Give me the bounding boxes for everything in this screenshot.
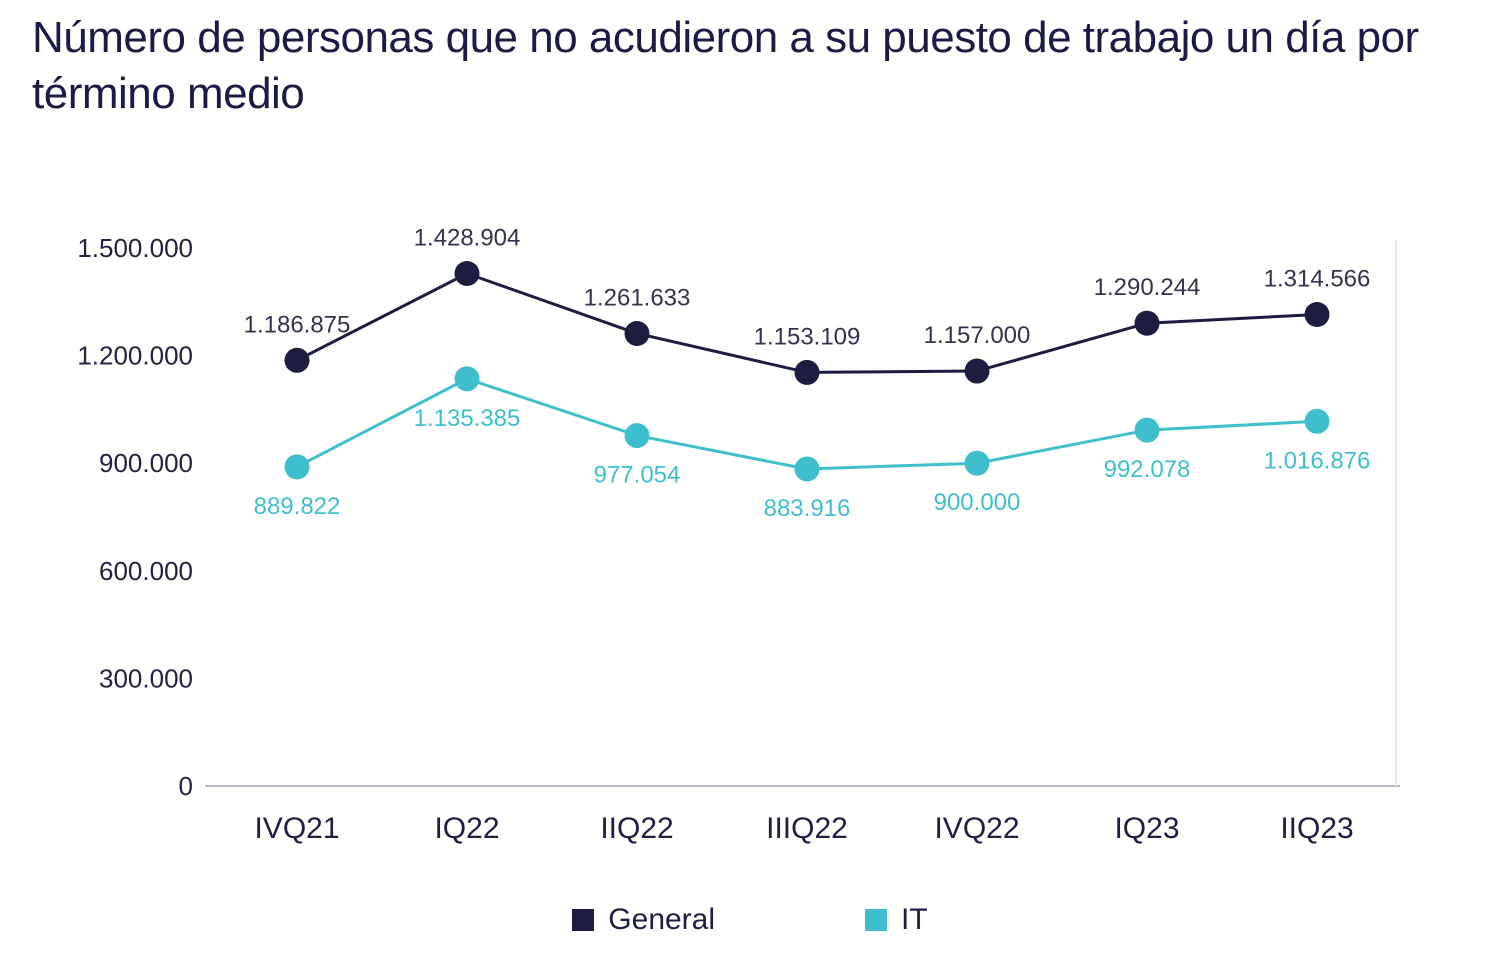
- legend: General IT: [0, 903, 1500, 937]
- data-label-general: 1.186.875: [244, 311, 351, 338]
- legend-label-general: General: [608, 903, 716, 936]
- y-axis-tick-label: 600.000: [99, 556, 193, 586]
- data-point-general: [454, 260, 480, 286]
- x-axis-category-label: IIQ23: [1280, 812, 1353, 845]
- data-label-general: 1.157.000: [924, 322, 1031, 349]
- legend-label-it: IT: [901, 903, 928, 936]
- legend-item-general: General: [572, 903, 715, 937]
- data-point-it: [964, 450, 990, 476]
- data-point-it: [794, 456, 820, 482]
- legend-item-it: IT: [865, 903, 928, 937]
- data-point-general: [1304, 302, 1330, 328]
- data-label-general: 1.153.109: [754, 323, 861, 350]
- data-point-it: [1134, 417, 1160, 443]
- data-point-it: [454, 366, 480, 392]
- y-axis-tick-label: 1.200.000: [77, 341, 193, 371]
- y-axis-tick-label: 300.000: [99, 663, 193, 693]
- data-label-it: 992.078: [1104, 456, 1191, 483]
- data-point-it: [1304, 408, 1330, 434]
- x-axis-category-label: IIIQ22: [766, 812, 848, 845]
- data-point-general: [624, 320, 650, 346]
- data-label-general: 1.290.244: [1094, 274, 1201, 301]
- data-label-it: 1.135.385: [414, 405, 521, 432]
- data-label-general: 1.428.904: [414, 224, 521, 251]
- x-axis-category-label: IVQ21: [254, 812, 339, 845]
- data-point-it: [624, 423, 650, 449]
- data-label-it: 889.822: [254, 493, 341, 520]
- legend-swatch-it: [865, 909, 888, 931]
- data-label-it: 900.000: [934, 489, 1021, 516]
- chart-title: Número de personas que no acudieron a su…: [32, 13, 1419, 119]
- data-label-general: 1.261.633: [584, 284, 691, 311]
- y-axis-tick-label: 1.500.000: [77, 233, 193, 263]
- y-axis-tick-label: 0: [179, 771, 193, 801]
- data-point-general: [964, 358, 990, 384]
- legend-swatch-general: [572, 909, 595, 931]
- data-point-general: [284, 347, 310, 373]
- data-point-it: [284, 454, 310, 480]
- y-axis-tick-label: 900.000: [99, 448, 193, 478]
- data-label-it: 1.016.876: [1264, 447, 1371, 474]
- data-label-it: 883.916: [764, 495, 851, 522]
- x-axis-category-label: IQ23: [1114, 812, 1179, 845]
- x-axis-category-label: IVQ22: [934, 812, 1019, 845]
- data-label-general: 1.314.566: [1264, 266, 1371, 293]
- data-point-general: [1134, 310, 1160, 336]
- data-point-general: [794, 359, 820, 385]
- data-label-it: 977.054: [594, 462, 681, 489]
- x-axis-category-label: IQ22: [434, 812, 499, 845]
- x-axis-category-label: IIQ22: [600, 812, 673, 845]
